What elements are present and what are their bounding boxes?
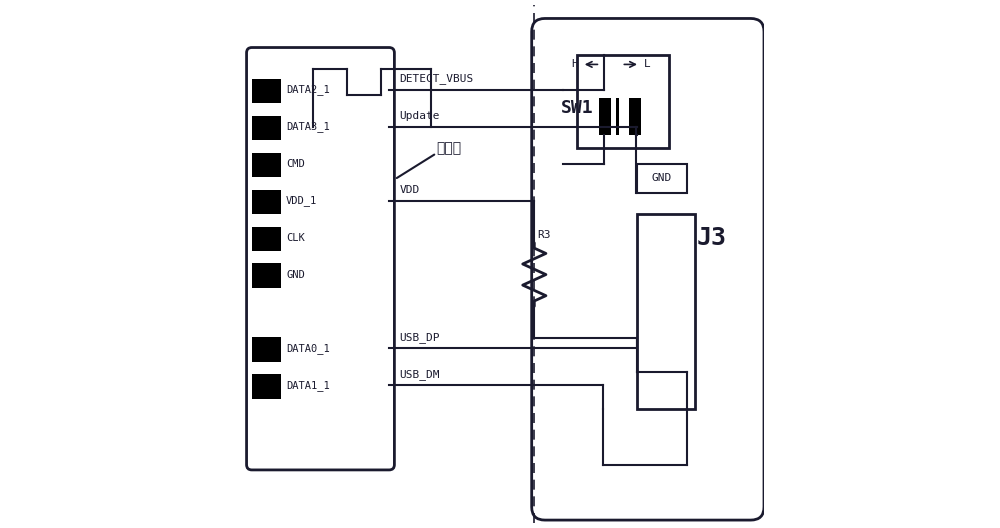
- Text: DATA3_1: DATA3_1: [286, 121, 330, 132]
- Text: VDD_1: VDD_1: [286, 195, 317, 206]
- Bar: [252, 263, 281, 288]
- Text: USB_DM: USB_DM: [400, 369, 440, 380]
- Bar: [252, 190, 281, 214]
- Text: L: L: [644, 60, 651, 69]
- Text: GND: GND: [652, 174, 672, 183]
- Text: J3: J3: [696, 225, 726, 250]
- Text: DATA1_1: DATA1_1: [286, 380, 330, 391]
- FancyBboxPatch shape: [247, 48, 394, 470]
- Bar: [252, 153, 281, 177]
- Text: VDD: VDD: [400, 185, 420, 195]
- Bar: [252, 374, 281, 399]
- Text: DETECT_VBUS: DETECT_VBUS: [400, 73, 474, 84]
- Bar: [637, 214, 695, 409]
- Bar: [629, 98, 641, 135]
- Text: DATA2_1: DATA2_1: [286, 84, 330, 95]
- Bar: [252, 79, 281, 103]
- Text: CLK: CLK: [286, 233, 305, 242]
- Text: DATA0_1: DATA0_1: [286, 343, 330, 354]
- Bar: [252, 337, 281, 362]
- Bar: [599, 98, 611, 135]
- Bar: [252, 227, 281, 251]
- Text: Update: Update: [400, 111, 440, 121]
- FancyBboxPatch shape: [532, 18, 764, 520]
- Bar: [252, 116, 281, 140]
- Text: H: H: [571, 60, 578, 69]
- Bar: [637, 164, 687, 193]
- Text: SW1: SW1: [561, 99, 593, 117]
- Text: CMD: CMD: [286, 159, 305, 168]
- Text: USB_DP: USB_DP: [400, 332, 440, 343]
- Bar: [616, 98, 619, 135]
- Text: 转接板: 转接板: [437, 141, 462, 155]
- Text: GND: GND: [286, 270, 305, 279]
- Text: R3: R3: [537, 230, 550, 240]
- Bar: [577, 55, 669, 148]
